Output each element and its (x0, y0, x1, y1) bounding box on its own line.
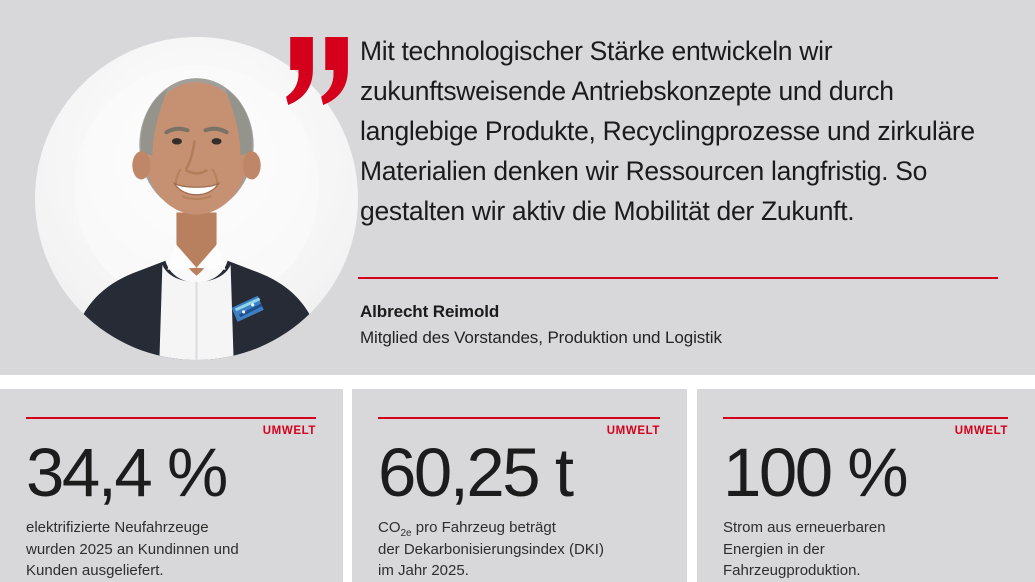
stat-description: elektrifizierte Neufahrzeuge wurden 2025… (26, 519, 239, 580)
quote-panel: Mit technologischer Stärke entwickeln wi… (0, 0, 1035, 375)
quote-mark-icon (286, 37, 348, 105)
stat-card-renewable-energy: UMWELT 100 % Strom aus erneuerbaren Ener… (697, 389, 1035, 582)
quote-line: Mit technologischer Stärke entwickeln wi… (360, 36, 833, 66)
stat-card-rule (723, 417, 1008, 419)
quote-text: Mit technologischer Stärke entwickeln wi… (360, 31, 975, 231)
quote-author-name: Albrecht Reimold (360, 302, 500, 321)
stat-card-rule (26, 417, 316, 419)
stat-value: 34,4 % (26, 434, 228, 511)
quote-line: langlebige Produkte, Recyclingprozesse u… (360, 116, 975, 146)
stat-category-label: UMWELT (954, 425, 1008, 437)
quote-line: gestalten wir aktiv die Mobilität der Zu… (360, 196, 855, 226)
stat-card-electrified-vehicles: UMWELT 34,4 % elektrifizierte Neufahrzeu… (0, 389, 343, 582)
stat-category-label: UMWELT (606, 425, 660, 437)
quote-line: Materialien denken wir Ressourcen langfr… (360, 156, 928, 186)
stat-category-label: UMWELT (262, 425, 316, 437)
stat-card-rule (378, 417, 660, 419)
quote-author-role: Mitglied des Vorstandes, Produktion und … (360, 328, 722, 347)
quote-separator-line (358, 277, 998, 279)
stat-value: 60,25 t (378, 434, 574, 511)
quote-line: zukunftsweisende Antriebskonzepte und du… (360, 76, 894, 106)
stat-card-decarbonisation-index: UMWELT 60,25 t CO2e pro Fahrzeug beträgt… (352, 389, 687, 582)
stat-description: CO2e pro Fahrzeug beträgt der Dekarbonis… (378, 519, 604, 580)
co2e-subscript: 2e (400, 528, 412, 540)
stat-value: 100 % (723, 434, 909, 511)
stat-description: Strom aus erneuerbaren Energien in der F… (723, 519, 886, 580)
